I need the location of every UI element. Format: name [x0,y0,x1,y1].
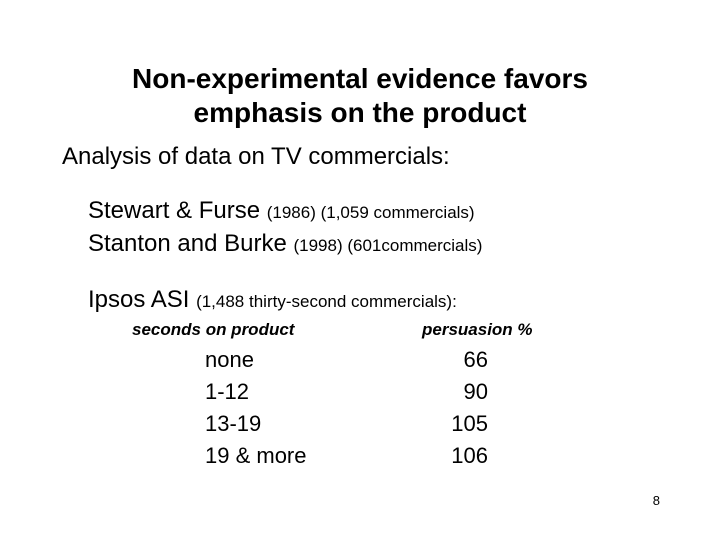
study-stewart-furse: Stewart & Furse (1986) (1,059 commercial… [88,196,475,228]
slide-title-line-2: emphasis on the product [193,97,527,128]
seconds-cell: none [205,347,254,372]
seconds-cell: 1-12 [205,379,250,404]
persuasion-cell: 106 [451,443,488,468]
page-number: 8 [652,493,660,508]
persuasion-cell: 90 [463,379,488,404]
subtitle: Analysis of data on TV commercials: [62,143,450,170]
persuasion-cell: 105 [451,411,488,436]
column-header-persuasion: persuasion % [422,320,533,339]
table-row: none 66 [0,345,720,377]
study-name: Stanton and Burke [88,230,294,257]
seconds-cell: 13-19 [205,411,262,436]
column-header-seconds: seconds on product [132,320,295,339]
slide-title-line-1: Non-experimental evidence favors [132,63,588,94]
study-ipsos-asi: Ipsos ASI (1,488 thirty-second commercia… [88,285,457,317]
study-name: Ipsos ASI [88,286,197,313]
study-detail: (1998) (601commercials) [293,236,483,255]
table-row: 1-12 90 [0,377,720,409]
study-stanton-burke: Stanton and Burke (1998) (601commercials… [88,229,482,261]
persuasion-cell: 66 [463,347,488,372]
study-detail: (1986) (1,059 commercials) [266,203,475,222]
table-row: 13-19 105 [0,409,720,441]
study-name: Stewart & Furse [88,197,267,224]
study-detail: (1,488 thirty-second commercials): [196,292,457,311]
seconds-cell: 19 & more [205,443,307,468]
slide-title: Non-experimental evidence favors emphasi… [60,62,660,130]
table-row: 19 & more 106 [0,441,720,473]
results-table: none 66 1-12 90 13-19 105 19 & more 106 [0,345,720,473]
